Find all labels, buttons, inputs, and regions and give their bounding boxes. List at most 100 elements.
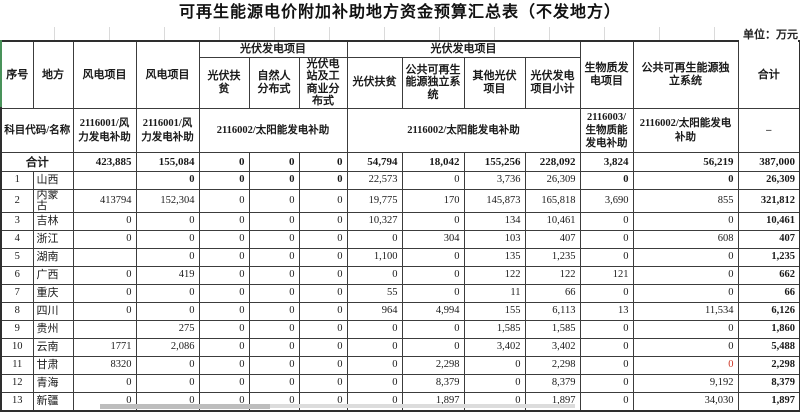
cell: 413794 xyxy=(72,189,137,214)
header-wind1: 风电项目 xyxy=(72,40,137,110)
cell: 0 xyxy=(579,171,634,191)
cell: 26,309 xyxy=(737,171,800,191)
cell: 0 xyxy=(401,212,465,232)
cell: 0 xyxy=(198,189,250,214)
cell: 0 xyxy=(632,338,739,358)
cell: 0 xyxy=(401,320,465,340)
cell: 1,860 xyxy=(737,320,800,340)
green-edge-artifact xyxy=(0,40,2,107)
code-pv2: 2116002/太阳能发电补助 xyxy=(346,108,581,154)
cell: 1771 xyxy=(72,338,137,358)
cell: 0 xyxy=(135,302,200,322)
table-row: 8 四川 0 0 0 0 0 964 4,994 155 6,113 13 11,534 6,126 xyxy=(0,302,800,322)
cell: 2,298 xyxy=(737,356,800,376)
cell: 0 xyxy=(248,230,300,250)
cell: 0 xyxy=(346,356,403,376)
cell: 0 xyxy=(72,302,137,322)
cell: 2,086 xyxy=(135,338,200,358)
cell: 18,042 xyxy=(401,152,465,173)
cell: 0 xyxy=(579,320,634,340)
cell: 321,812 xyxy=(737,189,800,214)
row-region: 湖南 xyxy=(32,248,74,268)
code-public-renewable: 2116002/太阳能发电补助 xyxy=(632,108,739,154)
cell: 0 xyxy=(346,230,403,250)
row-region: 吉林 xyxy=(32,212,74,232)
cell: 0 xyxy=(135,374,200,394)
row-region: 云南 xyxy=(32,338,74,358)
code-pv1: 2116002/太阳能发电补助 xyxy=(198,108,348,154)
cell: 0 xyxy=(198,230,250,250)
cell: 170 xyxy=(401,189,465,214)
cell: 0 xyxy=(579,356,634,376)
cell: 0 xyxy=(72,266,137,286)
row-seq: 1 xyxy=(0,171,34,191)
subject-code-label: 科目代码/名称 xyxy=(0,108,74,154)
cell: 122 xyxy=(463,266,526,286)
cell: 0 xyxy=(346,320,403,340)
cell: 26,309 xyxy=(524,171,581,191)
row-region: 内蒙古 xyxy=(32,189,74,214)
code-wind1: 2116001/风力发电补助 xyxy=(72,108,137,154)
row-region: 四川 xyxy=(32,302,74,322)
header-pv-group1: 光伏发电项目 xyxy=(198,40,348,58)
header-pv2-poverty: 光伏扶贫 xyxy=(346,56,403,110)
header-biomass: 生物质发电项目 xyxy=(579,40,634,110)
row-seq: 10 xyxy=(0,338,34,358)
cell: 3,824 xyxy=(579,152,634,173)
cell: 0 xyxy=(401,338,465,358)
cell: 0 xyxy=(135,356,200,376)
cell: 0 xyxy=(346,338,403,358)
table-title: 可再生能源电价附加补助地方资金预算汇总表（不发地方） xyxy=(178,4,621,21)
summary-table: 序号 地方 风电项目 风电项目 光伏发电项目 光伏发电项目 生物质发电项目 公共… xyxy=(0,40,800,412)
cell: 0 xyxy=(248,284,300,304)
cell: 2,298 xyxy=(401,356,465,376)
cell: 165,818 xyxy=(524,189,581,214)
cell: 0 xyxy=(248,189,300,214)
header-total: 合计 xyxy=(737,40,800,110)
cell: 0 xyxy=(401,248,465,268)
row-region: 甘肃 xyxy=(32,356,74,376)
cell: 0 xyxy=(632,320,739,340)
cell: 1,897 xyxy=(737,392,800,412)
cell: 407 xyxy=(524,230,581,250)
row-seq: 5 xyxy=(0,248,34,268)
cell: 0 xyxy=(135,171,200,191)
cell: 0 xyxy=(632,171,739,191)
cell: 0 xyxy=(632,356,739,376)
unit-note: 单位：万元 xyxy=(739,26,798,42)
cell: 135 xyxy=(463,248,526,268)
cell: 0 xyxy=(198,374,250,394)
cell: 0 xyxy=(298,212,348,232)
cell: 155,256 xyxy=(463,152,526,173)
cell: 10,327 xyxy=(346,212,403,232)
table-row: 4 浙江 0 0 0 0 0 0 304 103 407 0 608 407 xyxy=(0,230,800,250)
cell: 0 xyxy=(346,374,403,394)
cell: 0 xyxy=(248,248,300,268)
row-seq: 6 xyxy=(0,266,34,286)
cell: 34,030 xyxy=(632,392,739,412)
cell: 0 xyxy=(346,266,403,286)
cell: 0 xyxy=(198,171,250,191)
cell: 855 xyxy=(632,189,739,214)
cell: 0 xyxy=(463,392,526,412)
cell: 0 xyxy=(298,189,348,214)
table-row: 2 内蒙古 413794 152,304 0 0 0 19,775 170 145,873 165,… xyxy=(0,189,800,214)
cell: 0 xyxy=(248,320,300,340)
cell: 423,885 xyxy=(72,152,137,173)
cell: 2,298 xyxy=(524,356,581,376)
cell: 0 xyxy=(401,284,465,304)
cell: 0 xyxy=(401,171,465,191)
header-public-renewable: 公共可再生能源独立系统 xyxy=(632,40,739,110)
cell: 152,304 xyxy=(135,189,200,214)
cell: 0 xyxy=(248,338,300,358)
cell: 0 xyxy=(198,152,250,173)
cell: 0 xyxy=(72,212,137,232)
cell: 0 xyxy=(198,320,250,340)
cell: 3,690 xyxy=(579,189,634,214)
code-wind2: 2116001/风力发电补助 xyxy=(135,108,200,154)
cell xyxy=(72,248,137,268)
table-row: 5 湖南 0 0 0 0 1,100 0 135 1,235 0 0 1,235 xyxy=(0,248,800,268)
cell: 608 xyxy=(632,230,739,250)
cell: 304 xyxy=(401,230,465,250)
row-region: 浙江 xyxy=(32,230,74,250)
